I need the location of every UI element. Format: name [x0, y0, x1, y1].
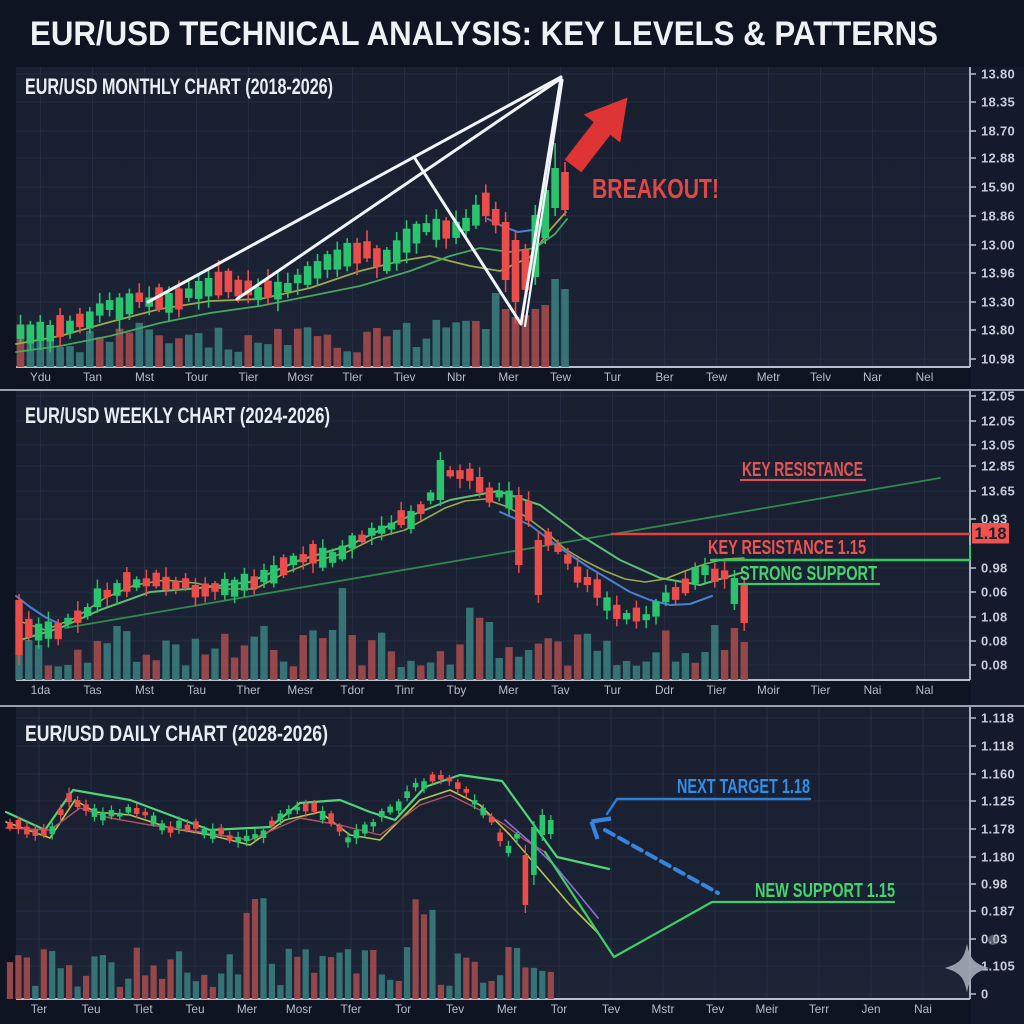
svg-text:Mosr: Mosr — [287, 370, 313, 384]
svg-text:Nal: Nal — [916, 683, 934, 697]
svg-text:Mosr: Mosr — [286, 1002, 312, 1016]
svg-text:Mer: Mer — [237, 1002, 257, 1016]
svg-text:1.118: 1.118 — [981, 739, 1014, 754]
svg-text:13.80: 13.80 — [981, 323, 1015, 338]
svg-text:Telv: Telv — [810, 370, 831, 384]
svg-text:Jen: Jen — [861, 1002, 880, 1016]
svg-text:12.05: 12.05 — [981, 389, 1015, 404]
svg-text:1.08: 1.08 — [981, 610, 1008, 625]
svg-text:Tier: Tier — [239, 370, 259, 384]
svg-text:Tav: Tav — [551, 683, 569, 697]
svg-text:Tev: Tev — [706, 1002, 724, 1016]
svg-text:0.187: 0.187 — [981, 904, 1015, 919]
svg-text:KEY RESISTANCE 1.15: KEY RESISTANCE 1.15 — [708, 537, 866, 559]
svg-text:EUR/USD MONTHLY CHART (2018-20: EUR/USD MONTHLY CHART (2018-2026) — [25, 74, 333, 99]
svg-text:13.30: 13.30 — [981, 295, 1015, 310]
svg-text:Tinr: Tinr — [395, 683, 415, 697]
svg-text:Tler: Tler — [342, 370, 362, 384]
svg-text:0.06: 0.06 — [981, 585, 1008, 600]
svg-text:Tur: Tur — [604, 370, 621, 384]
svg-text:1.18: 1.18 — [974, 525, 1006, 543]
svg-text:10.98: 10.98 — [981, 352, 1015, 367]
svg-text:Tev: Tev — [602, 1002, 620, 1016]
svg-text:Ddr: Ddr — [655, 683, 674, 697]
svg-text:Mst: Mst — [135, 370, 155, 384]
svg-text:1.178: 1.178 — [981, 822, 1015, 837]
svg-text:Tier: Tier — [707, 683, 727, 697]
svg-text:Moir: Moir — [757, 683, 780, 697]
svg-text:0: 0 — [981, 987, 989, 1002]
svg-text:NEXT TARGET 1.18: NEXT TARGET 1.18 — [677, 776, 810, 798]
svg-text:18.86: 18.86 — [981, 209, 1015, 224]
svg-text:0.98: 0.98 — [981, 877, 1008, 892]
svg-text:0.08: 0.08 — [981, 658, 1008, 673]
svg-text:BREAKOUT!: BREAKOUT! — [592, 173, 719, 204]
svg-text:12.85: 12.85 — [981, 459, 1015, 474]
svg-text:Tour: Tour — [185, 370, 208, 384]
svg-text:NEW SUPPORT 1.15: NEW SUPPORT 1.15 — [755, 880, 895, 902]
svg-text:13.65: 13.65 — [981, 484, 1015, 499]
svg-text:Nai: Nai — [864, 683, 882, 697]
svg-text:Mer: Mer — [498, 370, 518, 384]
svg-text:Nar: Nar — [863, 370, 882, 384]
svg-text:Metr: Metr — [757, 370, 781, 384]
svg-text:0.08: 0.08 — [981, 634, 1008, 649]
svg-text:1.125: 1.125 — [981, 794, 1015, 809]
svg-text:Tan: Tan — [83, 370, 102, 384]
svg-text:13.80: 13.80 — [981, 67, 1015, 82]
svg-text:Mstr: Mstr — [652, 1002, 675, 1016]
svg-text:12.88: 12.88 — [981, 151, 1015, 166]
svg-text:Tor: Tor — [551, 1002, 567, 1016]
svg-text:Terr: Terr — [809, 1002, 829, 1016]
svg-text:Meir: Meir — [756, 1002, 779, 1016]
svg-text:Tew: Tew — [706, 370, 727, 384]
svg-text:Tau: Tau — [187, 683, 206, 697]
svg-text:Teu: Teu — [81, 1002, 100, 1016]
svg-text:15.90: 15.90 — [981, 180, 1015, 195]
svg-text:Tby: Tby — [447, 683, 467, 697]
svg-text:Mer: Mer — [498, 683, 518, 697]
svg-text:Ter: Ter — [31, 1002, 47, 1016]
svg-text:Mer: Mer — [497, 1002, 517, 1016]
svg-text:Nbr: Nbr — [447, 370, 466, 384]
svg-text:Teu: Teu — [185, 1002, 204, 1016]
svg-text:1.118: 1.118 — [981, 711, 1014, 726]
svg-text:12.05: 12.05 — [981, 414, 1015, 429]
svg-text:Tur: Tur — [604, 683, 621, 697]
svg-text:STRONG SUPPORT: STRONG SUPPORT — [740, 563, 877, 585]
svg-text:Ther: Ther — [236, 683, 260, 697]
svg-text:Ydu: Ydu — [30, 370, 51, 384]
svg-text:Tier: Tier — [811, 683, 831, 697]
svg-text:EUR/USD TECHNICAL ANALYSIS: KE: EUR/USD TECHNICAL ANALYSIS: KEY LEVELS &… — [30, 15, 938, 53]
svg-text:1.180: 1.180 — [981, 850, 1015, 865]
svg-text:EUR/USD WEEKLY CHART (2024-202: EUR/USD WEEKLY CHART (2024-2026) — [25, 403, 330, 428]
svg-text:0.98: 0.98 — [981, 561, 1008, 576]
svg-text:0.93: 0.93 — [981, 512, 1008, 527]
svg-text:Tor: Tor — [395, 1002, 411, 1016]
svg-text:Tiet: Tiet — [133, 1002, 153, 1016]
svg-text:Tdor: Tdor — [340, 683, 364, 697]
svg-text:1.160: 1.160 — [981, 767, 1015, 782]
svg-text:Tev: Tev — [446, 1002, 464, 1016]
svg-text:Nel: Nel — [916, 370, 934, 384]
svg-text:Tas: Tas — [83, 683, 101, 697]
svg-text:13.00: 13.00 — [981, 238, 1015, 253]
svg-text:13.96: 13.96 — [981, 266, 1015, 281]
svg-text:EUR/USD DAILY CHART (2028-202: EUR/USD DAILY CHART (2028-2026) — [25, 721, 328, 746]
svg-text:1.105: 1.105 — [981, 959, 1015, 974]
svg-text:13.05: 13.05 — [981, 438, 1015, 453]
svg-text:Mesr: Mesr — [287, 683, 313, 697]
svg-text:Tfer: Tfer — [341, 1002, 362, 1016]
svg-text:Tiev: Tiev — [394, 370, 416, 384]
svg-text:18.35: 18.35 — [981, 95, 1015, 110]
svg-text:18.70: 18.70 — [981, 124, 1015, 139]
svg-text:Ber: Ber — [655, 370, 673, 384]
svg-text:Tew: Tew — [550, 370, 571, 384]
svg-text:1da: 1da — [31, 683, 51, 697]
svg-text:Mst: Mst — [135, 683, 155, 697]
svg-text:KEY RESISTANCE: KEY RESISTANCE — [742, 459, 863, 481]
svg-text:Nai: Nai — [914, 1002, 932, 1016]
